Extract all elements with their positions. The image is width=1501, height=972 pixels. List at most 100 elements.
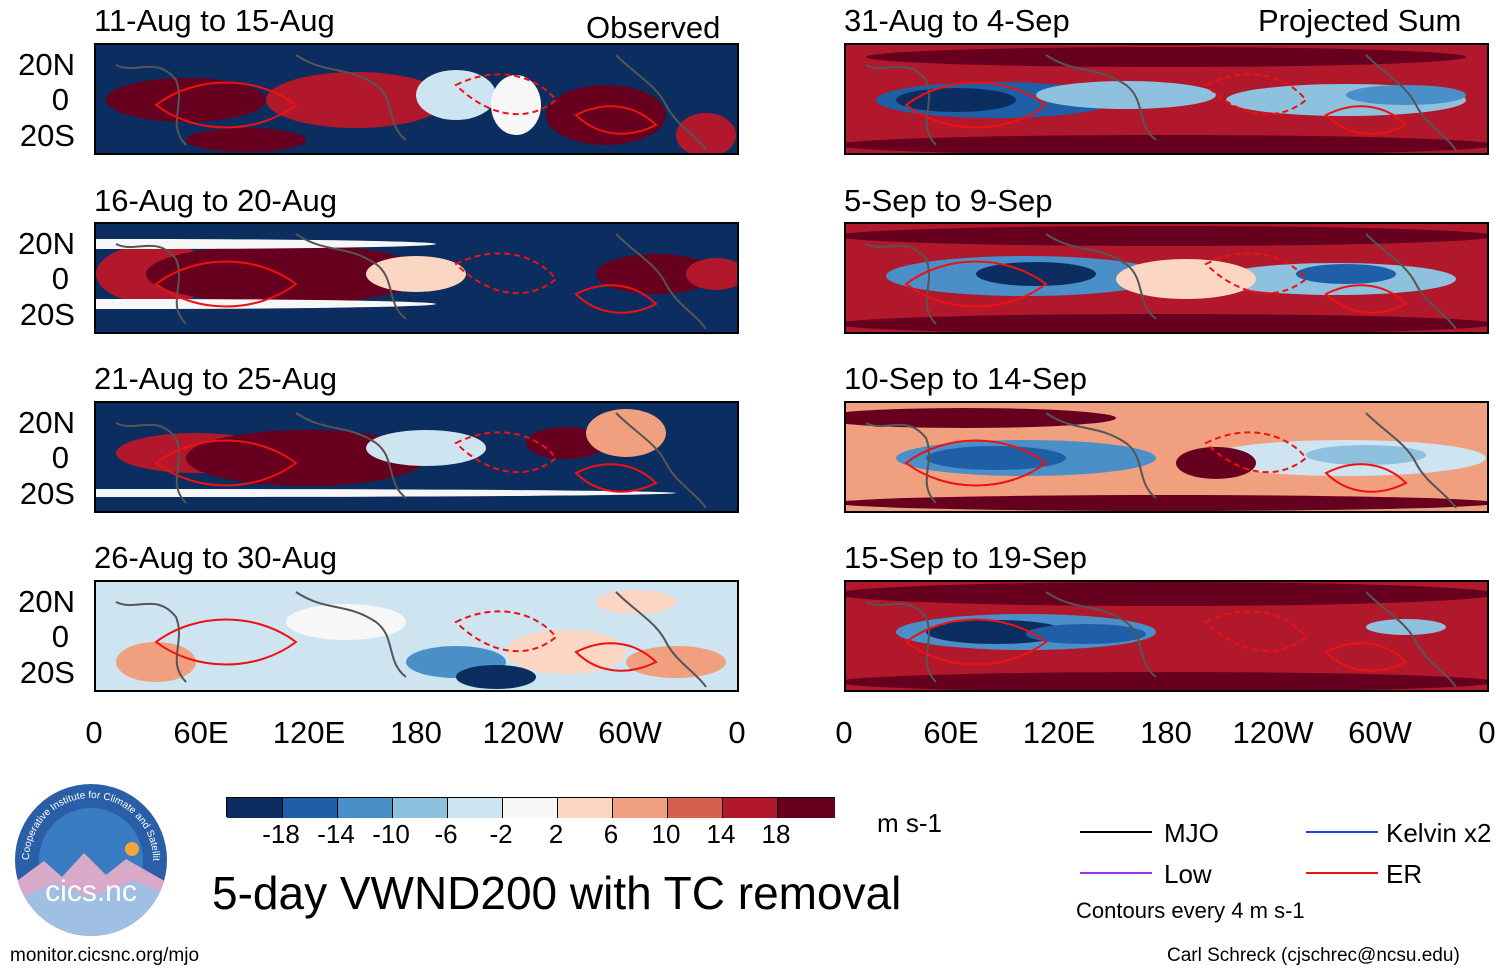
colorbar-cell-10 <box>723 798 778 818</box>
coastline <box>115 601 187 683</box>
lon-label-left-60e: 60E <box>173 715 229 750</box>
wind-anomaly-blob <box>846 495 1487 511</box>
lon-label-right-360: 0 <box>1478 715 1496 750</box>
legend-line-low <box>1080 872 1152 874</box>
wind-anomaly-blob <box>186 128 306 152</box>
lat-20s-3: 20S <box>19 476 75 511</box>
map-panel-3 <box>94 401 739 513</box>
map-panel-8 <box>844 580 1489 692</box>
coastline <box>1365 54 1457 151</box>
lon-label-left-120w: 120W <box>482 715 564 750</box>
panel-title-8: 15-Sep to 19-Sep <box>844 540 1088 575</box>
wind-anomaly-blob <box>526 427 606 459</box>
coastline <box>615 233 707 330</box>
colorbar <box>226 797 835 818</box>
map-canvas <box>96 45 737 153</box>
wind-anomaly-blob <box>366 430 486 466</box>
coastline <box>615 54 707 151</box>
er-contour <box>904 260 1048 308</box>
coastline <box>865 601 937 683</box>
contour-note: Contours every 4 m s-1 <box>1076 898 1305 923</box>
colorbar-tick-6: 2 <box>548 819 564 849</box>
map-panel-4 <box>94 580 739 692</box>
colorbar-tick-1: -18 <box>262 819 300 849</box>
coastline <box>1045 591 1157 678</box>
er-contour <box>154 260 298 308</box>
colorbar-units: m s-1 <box>877 808 942 838</box>
map-panel-5 <box>844 43 1489 155</box>
colorbar-cell-6 <box>503 798 558 818</box>
wind-anomaly-blob <box>146 244 426 304</box>
wind-anomaly-blob <box>456 665 536 689</box>
wind-anomaly-blob <box>186 430 426 486</box>
wind-anomaly-blob <box>1176 447 1256 479</box>
wind-anomaly-blob <box>1026 624 1146 644</box>
er-contour <box>904 618 1048 666</box>
wind-anomaly-blob <box>976 262 1096 286</box>
lon-label-right-60w: 60W <box>1348 715 1412 750</box>
lat-20n-1: 20N <box>18 47 75 82</box>
coastline <box>1045 54 1157 141</box>
coastline <box>1365 233 1457 330</box>
er-contour <box>574 642 658 672</box>
wind-anomaly-blob <box>1116 259 1256 299</box>
observed-label: Observed <box>586 10 721 45</box>
wind-anomaly-blob <box>846 226 1487 246</box>
wind-anomaly-blob <box>846 672 1487 690</box>
wind-anomaly-blob <box>96 299 436 309</box>
wind-anomaly-blob <box>846 408 1116 428</box>
projected-sum-label: Projected Sum <box>1258 3 1462 38</box>
er-contour <box>574 463 658 493</box>
footer-url[interactable]: monitor.cicsnc.org/mjo <box>10 945 200 966</box>
lat-20s-4: 20S <box>19 655 75 690</box>
lon-label-left-360: 0 <box>728 715 746 750</box>
er-contour <box>1324 105 1408 135</box>
er-contour <box>1204 431 1308 474</box>
wind-anomaly-blob <box>866 47 1466 67</box>
wind-anomaly-blob <box>686 258 737 290</box>
coastline <box>1365 591 1457 688</box>
panel-title-4: 26-Aug to 30-Aug <box>94 540 338 575</box>
colorbar-tick-8: 10 <box>651 819 681 849</box>
footer-credit: Carl Schreck (cjschrec@ncsu.edu) <box>1167 945 1460 966</box>
wind-anomaly-blob <box>676 113 736 153</box>
wind-anomaly-blob <box>1306 445 1426 465</box>
er-contour <box>1324 284 1408 314</box>
colorbar-cell-9 <box>668 798 723 818</box>
lat-20n-4: 20N <box>18 584 75 619</box>
er-contour <box>454 73 558 116</box>
wind-anomaly-blob <box>626 646 726 678</box>
map-canvas <box>846 224 1487 332</box>
panel-title-3: 21-Aug to 25-Aug <box>94 361 338 396</box>
coastline <box>1045 233 1157 320</box>
coastline <box>615 412 707 509</box>
legend: MJO Kelvin x2 Low ER Contours every 4 m … <box>1076 815 1501 925</box>
lon-label-right-0: 0 <box>835 715 853 750</box>
wind-anomaly-blob <box>366 256 466 292</box>
colorbar-cell-11 <box>778 798 835 818</box>
panel-title-5: 31-Aug to 4-Sep <box>844 3 1070 38</box>
colorbar-cell-1 <box>227 798 283 818</box>
lat-20s-2: 20S <box>19 297 75 332</box>
logo-text: cics.nc <box>45 875 137 908</box>
lat-20n-3: 20N <box>18 405 75 440</box>
wind-anomaly-blob <box>116 642 196 682</box>
er-contour <box>1324 463 1408 493</box>
wind-anomaly-blob <box>491 75 541 135</box>
wind-anomaly-blob <box>846 314 1487 332</box>
legend-label-er: ER <box>1386 859 1423 889</box>
coastline <box>295 233 407 320</box>
colorbar-tick-9: 14 <box>706 819 736 849</box>
wind-anomaly-blob <box>286 604 406 640</box>
wind-anomaly-blob <box>416 70 496 120</box>
wind-anomaly-blob <box>926 446 1066 470</box>
er-contour <box>454 252 558 295</box>
legend-label-kelvin: Kelvin x2 <box>1386 818 1492 848</box>
colorbar-tick-2: -14 <box>317 819 355 849</box>
colorbar-cell-4 <box>393 798 448 818</box>
map-canvas <box>846 403 1487 511</box>
wind-anomaly-blob <box>96 489 676 497</box>
panel-title-1: 11-Aug to 15-Aug <box>94 3 335 38</box>
wind-anomaly-blob <box>546 85 666 145</box>
coastline <box>115 64 187 146</box>
